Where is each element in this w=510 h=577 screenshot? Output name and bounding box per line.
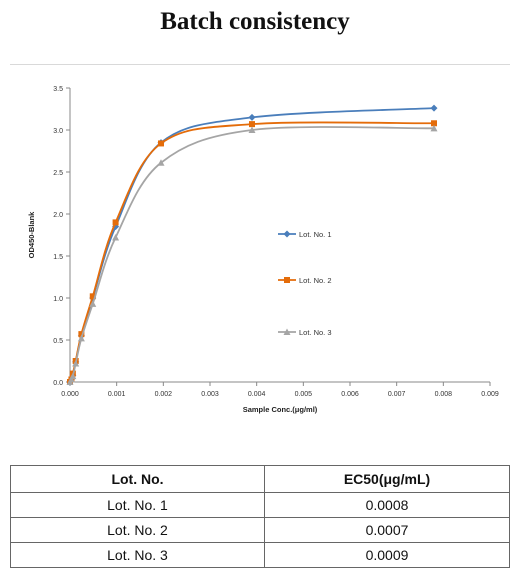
- data-point-lot-2: [78, 331, 85, 338]
- x-tick-label: 0.005: [295, 391, 313, 398]
- data-point-lot-2: [249, 121, 255, 128]
- column-header-ec50: EC50(μg/mL): [264, 465, 510, 493]
- data-point-lot-2: [158, 140, 164, 147]
- data-point-lot-3: [77, 334, 85, 342]
- y-tick-label: 0.0: [53, 380, 63, 387]
- legend-label-lot-2: Lot. No. 2: [299, 276, 332, 285]
- ec50-cell: 0.0007: [264, 517, 510, 543]
- chart-frame: [10, 64, 510, 425]
- x-axis-label: Sample Conc.(μg/ml): [243, 405, 318, 414]
- x-tick-label: 0.000: [61, 391, 79, 398]
- data-point-lot-3: [89, 300, 97, 307]
- legend-label-lot-3: Lot. No. 3: [299, 328, 332, 337]
- data-point-lot-2: [431, 120, 437, 127]
- y-axis-label: OD450-Blank: [27, 211, 36, 259]
- series-line-lot-2: [69, 121, 435, 383]
- lot-cell: Lot. No. 1: [10, 492, 265, 518]
- y-tick-label: 3.5: [53, 86, 63, 93]
- column-header-lot: Lot. No.: [10, 465, 265, 493]
- data-point-lot-1: [430, 104, 438, 112]
- data-point-lot-3: [72, 360, 80, 367]
- table-row: Lot. No. 2 0.0007: [10, 517, 510, 543]
- series-line-lot-1: [69, 107, 435, 383]
- legend-swatch-marker-lot-1: [283, 230, 291, 238]
- ec50-cell: 0.0009: [264, 542, 510, 568]
- y-tick-label: 2.0: [53, 212, 63, 219]
- legend-swatch-marker-lot-2: [284, 277, 290, 283]
- ec50-table: Lot. No. EC50(μg/mL) Lot. No. 1 0.0008 L…: [10, 465, 510, 568]
- data-point-lot-2: [89, 293, 96, 300]
- x-tick-label: 0.008: [435, 391, 453, 398]
- data-point-lot-3: [67, 375, 75, 383]
- y-tick-label: 1.5: [53, 254, 63, 261]
- data-point-lot-1: [248, 113, 256, 121]
- data-point-lot-3: [157, 159, 165, 166]
- x-tick-label: 0.003: [201, 391, 219, 398]
- x-tick-label: 0.007: [388, 391, 406, 398]
- y-tick-label: 3.0: [53, 128, 63, 135]
- page-title: Batch consistency: [160, 8, 350, 35]
- x-tick-label: 0.004: [248, 391, 266, 398]
- x-tick-label: 0.009: [481, 391, 499, 398]
- x-tick-label: 0.002: [155, 391, 173, 398]
- x-tick-label: 0.006: [341, 391, 359, 398]
- table-row: Lot. No. 3 0.0009: [10, 542, 510, 568]
- data-point-lot-3: [430, 124, 438, 132]
- y-tick-label: 0.5: [53, 338, 63, 345]
- x-tick-label: 0.001: [108, 391, 126, 398]
- table-header-row: Lot. No. EC50(μg/mL): [10, 465, 510, 493]
- lot-cell: Lot. No. 3: [10, 542, 265, 568]
- ec50-line-chart: 0.0 0.5 1.0 1.5 2.0 2.5 3.0 3.5 0.000 0.001 0.002 0…: [27, 86, 499, 414]
- series-line-lot-3: [69, 126, 435, 383]
- data-point-lot-3: [69, 372, 77, 380]
- y-tick-label: 2.5: [53, 170, 63, 177]
- data-point-lot-3: [112, 234, 120, 241]
- data-point-lot-2: [112, 219, 119, 226]
- y-tick-label: 1.0: [53, 296, 63, 303]
- ec50-cell: 0.0008: [264, 492, 510, 518]
- table-row: Lot. No. 1 0.0008: [10, 492, 510, 518]
- data-point-lot-3: [248, 126, 256, 133]
- lot-cell: Lot. No. 2: [10, 517, 265, 543]
- legend-swatch-marker-lot-3: [283, 328, 291, 335]
- legend-label-lot-1: Lot. No. 1: [299, 230, 332, 239]
